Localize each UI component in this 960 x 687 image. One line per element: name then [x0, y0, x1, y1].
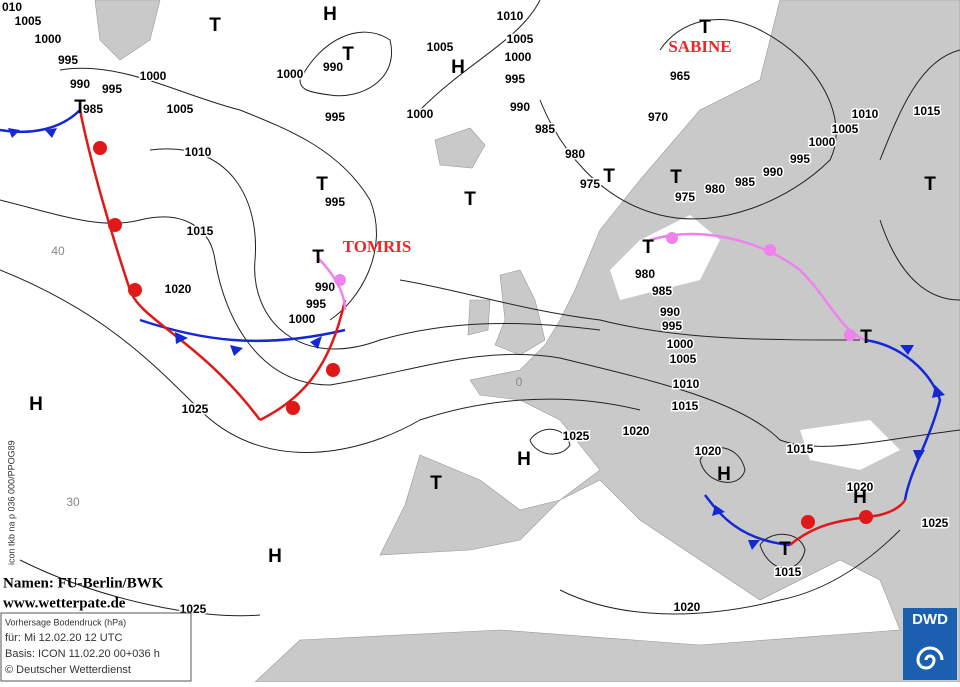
logo-swirl — [916, 646, 944, 670]
isobar-label: 990 — [70, 77, 90, 91]
credit-url: www.wetterpate.de — [3, 595, 126, 611]
labels: 0101005100099599098599510001005101010151… — [0, 0, 950, 618]
logo: DWD — [912, 611, 948, 628]
isobar-label: 010 — [2, 0, 22, 14]
grid-label: 30 — [66, 495, 80, 509]
pressure-center: T — [699, 17, 711, 38]
isobar-label: 995 — [505, 72, 525, 86]
isobar-label: 1025 — [182, 402, 209, 416]
isobar-label: 995 — [790, 152, 810, 166]
info-copyright: © Deutscher Wetterdienst — [5, 664, 131, 676]
pressure-center: T — [464, 189, 476, 210]
isobar-label: 995 — [102, 82, 122, 96]
isobar-label: 985 — [535, 122, 555, 136]
info-product: Vorhersage Bodendruck (hPa) — [5, 617, 126, 627]
isobar-label: 995 — [306, 297, 326, 311]
isobar-label: 995 — [58, 53, 78, 67]
isobar-label: 990 — [660, 305, 680, 319]
isobar-label: 1000 — [35, 32, 62, 46]
front-symbols — [8, 128, 945, 550]
isobar-label: 985 — [652, 284, 672, 298]
isobar-label: 1015 — [914, 104, 941, 118]
pressure-center: T — [209, 15, 221, 36]
isobar-label: 1005 — [167, 102, 194, 116]
pressure-center: H — [29, 394, 43, 415]
grid-label: 0 — [516, 375, 523, 389]
isobar-label: 1020 — [165, 282, 192, 296]
isobar-label: 1015 — [775, 565, 802, 579]
storm-name: TOMRIS — [343, 237, 412, 256]
isobar-label: 1005 — [15, 14, 42, 28]
isobar-label: 1020 — [847, 480, 874, 494]
isobar-label: 975 — [675, 190, 695, 204]
pressure-center: H — [853, 487, 867, 508]
cold-fronts — [0, 109, 942, 547]
isobar-label: 1010 — [673, 377, 700, 391]
pressure-center: H — [517, 449, 531, 470]
pressure-center: T — [642, 237, 654, 258]
isobar-label: 985 — [735, 175, 755, 189]
pressure-center: T — [924, 174, 936, 195]
isobar-label: 1010 — [852, 107, 879, 121]
isobar-label: 1020 — [623, 424, 650, 438]
pressure-center: H — [451, 57, 465, 78]
land — [94, 0, 960, 683]
isobar-label: 995 — [662, 319, 682, 333]
isobar-label: 1000 — [140, 69, 167, 83]
isobar-label: 990 — [510, 100, 530, 114]
isobar-label: 1015 — [787, 442, 814, 456]
isobar-label: 1000 — [407, 107, 434, 121]
isobar-label: 1020 — [674, 600, 701, 614]
isobar-label: 995 — [325, 110, 345, 124]
isobar-label: 995 — [325, 195, 345, 209]
isobar-label: 990 — [323, 60, 343, 74]
pressure-center: T — [316, 174, 328, 195]
pressure-center: T — [430, 473, 442, 494]
isobar-label: 1000 — [809, 135, 836, 149]
isobar-label: 1000 — [667, 337, 694, 351]
isobar-label: 1005 — [670, 352, 697, 366]
isobar-label: 1015 — [187, 224, 214, 238]
isobar-label: 1020 — [695, 444, 722, 458]
isobar-label: 1025 — [922, 516, 949, 530]
isobar-label: 980 — [635, 267, 655, 281]
pressure-center: H — [717, 464, 731, 485]
pressure-center: H — [323, 4, 337, 25]
isobar-label: 965 — [670, 69, 690, 83]
pressure-center: T — [603, 166, 615, 187]
isobar-label: 1005 — [427, 40, 454, 54]
pressure-center: T — [779, 539, 791, 560]
pressure-center: T — [860, 327, 872, 348]
isobar-label: 990 — [763, 165, 783, 179]
pressure-center: H — [268, 546, 282, 567]
isobar-label: 1010 — [497, 9, 524, 23]
pressure-center: T — [312, 247, 324, 268]
isobar-label: 1005 — [832, 122, 859, 136]
isobar-label: 990 — [315, 280, 335, 294]
isobar-label: 985 — [83, 102, 103, 116]
isobar-label: 1025 — [563, 429, 590, 443]
isobar-label: 1000 — [277, 67, 304, 81]
pressure-center: T — [342, 44, 354, 65]
isobar-label: 1005 — [507, 32, 534, 46]
info-basis: Basis: ICON 11.02.20 00+036 h — [5, 648, 160, 660]
pressure-center: T — [74, 97, 86, 118]
isobar-label: 1015 — [672, 399, 699, 413]
credit-names: Namen: FU-Berlin/BWK — [3, 575, 164, 591]
storm-name: SABINE — [668, 37, 731, 56]
isobar-label: 980 — [565, 147, 585, 161]
side-label: icon tkb na p 036 000/PPOG89 — [6, 440, 16, 565]
isobar-label: 1010 — [185, 145, 212, 159]
pressure-center: T — [670, 167, 682, 188]
info-valid: für: Mi 12.02.20 12 UTC — [5, 632, 122, 644]
isobar-label: 975 — [580, 177, 600, 191]
grid-label: 40 — [51, 244, 65, 258]
info-box — [0, 612, 192, 682]
isobar-label: 1000 — [505, 50, 532, 64]
isobars — [0, 0, 960, 617]
isobar-label: 970 — [648, 110, 668, 124]
isobar-label: 1000 — [289, 312, 316, 326]
isobar-label: 980 — [705, 182, 725, 196]
